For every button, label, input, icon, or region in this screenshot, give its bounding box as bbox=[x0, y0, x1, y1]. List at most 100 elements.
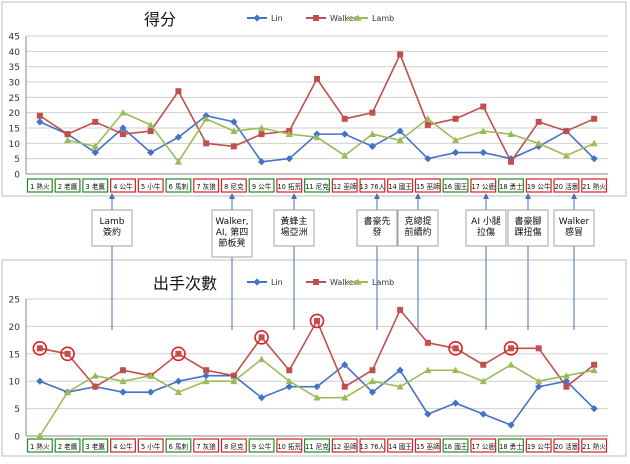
highlight-circle bbox=[448, 341, 463, 356]
data-point-lamb bbox=[91, 142, 99, 150]
data-point-walker bbox=[341, 115, 348, 122]
highlight-circle bbox=[32, 341, 48, 356]
x-tick-box bbox=[498, 438, 524, 453]
x-tick-label: 17 公鹿 bbox=[471, 182, 495, 191]
annotation-label: 克總提前續約 bbox=[404, 215, 431, 238]
annotation-label-line: AI 小腿 bbox=[471, 216, 501, 227]
x-tick-label: 10 拓荒 bbox=[277, 182, 301, 191]
data-point-lamb bbox=[119, 109, 127, 116]
x-tick-box bbox=[54, 438, 81, 453]
annotation-label-line: 黃蜂主 bbox=[280, 215, 307, 227]
x-tick-label: 21 熱火 bbox=[582, 442, 606, 451]
data-point-lin bbox=[36, 377, 44, 385]
x-tick-box bbox=[525, 438, 552, 453]
x-tick-box bbox=[165, 438, 192, 453]
x-tick-label: 18 勇士 bbox=[499, 182, 523, 191]
data-point-walker bbox=[480, 361, 487, 368]
x-tick-label: 5 小牛 bbox=[141, 442, 161, 451]
annotation-label: 書豪腳踝扭傷 bbox=[514, 215, 541, 238]
x-tick-box bbox=[137, 438, 164, 453]
annotation-label: AI 小腿拉傷 bbox=[471, 216, 501, 238]
data-point-lin bbox=[590, 405, 598, 413]
chart-panel-1: 0 5 10 15 20 25 30 35 40 45 得分 Lin Walker Lamb 1 熱火 2 老… bbox=[1, 1, 627, 197]
data-point-lamb bbox=[341, 394, 349, 401]
annotation-label: Walker, AI, 第四節板凳 bbox=[215, 217, 248, 249]
data-point-lamb bbox=[507, 130, 515, 138]
data-point-walker bbox=[452, 115, 459, 122]
data-point-walker bbox=[203, 140, 210, 147]
data-point-lin bbox=[368, 142, 377, 150]
data-point-lamb bbox=[451, 366, 460, 374]
legend-marker bbox=[354, 14, 362, 21]
data-point-lin bbox=[341, 130, 349, 138]
data-point-walker bbox=[535, 345, 542, 352]
data-point-walker bbox=[258, 131, 265, 138]
annotation-label-line: Lamb bbox=[99, 217, 124, 227]
data-point-walker bbox=[175, 350, 182, 357]
data-point-lamb bbox=[341, 152, 349, 159]
x-tick-label: 20 活塞 bbox=[555, 182, 579, 191]
data-point-lin bbox=[479, 410, 487, 418]
x-tick-box bbox=[470, 438, 497, 453]
y-tick-label: 5 bbox=[14, 155, 20, 165]
y-tick-label: 15 bbox=[9, 350, 20, 360]
annotation-box bbox=[273, 209, 315, 247]
data-point-lamb bbox=[285, 377, 293, 385]
x-tick-label: 8 尼克 bbox=[224, 183, 244, 191]
x-tick-label: 11 尼克 bbox=[305, 443, 329, 451]
data-point-lamb bbox=[257, 124, 266, 131]
x-tick-label: 13 76人 bbox=[360, 443, 386, 451]
data-point-walker bbox=[591, 115, 598, 122]
annotation-box bbox=[507, 209, 549, 247]
legend-marker bbox=[253, 278, 261, 286]
x-tick-label: 7 灰狼 bbox=[196, 442, 216, 451]
data-point-lamb bbox=[230, 377, 238, 385]
arrow-head bbox=[483, 193, 489, 199]
legend-label: Lin bbox=[271, 278, 283, 287]
data-point-lin bbox=[119, 124, 127, 132]
x-tick-box bbox=[470, 178, 497, 193]
y-tick-label: 30 bbox=[9, 79, 21, 89]
data-point-lamb bbox=[285, 130, 293, 138]
data-point-lin bbox=[91, 148, 99, 157]
x-tick-label: 16 國王 bbox=[444, 443, 468, 451]
data-point-lin bbox=[147, 148, 155, 157]
x-tick-label: 15 巫師 bbox=[416, 182, 440, 191]
x-tick-label: 15 巫師 bbox=[416, 442, 440, 451]
x-tick-box bbox=[304, 178, 330, 193]
data-point-walker bbox=[258, 334, 265, 341]
data-point-lamb bbox=[147, 372, 155, 379]
annotation-label-line: 場亞洲 bbox=[280, 226, 307, 238]
data-point-lin bbox=[119, 388, 127, 396]
data-point-lin bbox=[285, 155, 293, 163]
data-point-walker bbox=[314, 317, 320, 324]
data-point-walker bbox=[397, 51, 404, 58]
x-tick-label: 2 老鷹 bbox=[58, 182, 78, 191]
chart-title: 出手次數 bbox=[153, 274, 217, 293]
annotation-label-line: 克總提 bbox=[404, 215, 431, 227]
x-tick-box bbox=[581, 178, 608, 193]
x-tick-label: 3 老鷹 bbox=[86, 442, 106, 451]
annotation-box bbox=[211, 209, 253, 258]
x-tick-box bbox=[387, 178, 414, 193]
data-point-walker bbox=[203, 367, 210, 374]
data-point-walker bbox=[230, 372, 237, 379]
data-point-lin bbox=[451, 399, 460, 407]
data-point-lamb bbox=[174, 158, 183, 165]
x-tick-label: 8 尼克 bbox=[224, 443, 244, 451]
y-tick-label: 0 bbox=[14, 171, 20, 181]
data-point-lamb bbox=[507, 361, 515, 368]
annotation-label-line: AI, 第四 bbox=[216, 226, 249, 238]
data-point-walker bbox=[341, 383, 348, 390]
x-tick-box bbox=[304, 438, 330, 453]
legend-label: Lamb bbox=[372, 278, 394, 287]
data-point-lamb bbox=[147, 121, 155, 128]
annotation-label-line: 簽約 bbox=[103, 226, 121, 238]
x-tick-box bbox=[359, 178, 386, 193]
x-tick-label: 1 熱火 bbox=[30, 182, 50, 191]
chart-panel-2: 0 5 10 15 20 25 出手次數 Lin Walker Lamb 1 熱火 2 老鷹 3 老鷹 4… bbox=[1, 259, 627, 457]
data-point-lamb bbox=[119, 377, 127, 385]
data-point-lin bbox=[451, 148, 460, 157]
annotation-box bbox=[553, 209, 595, 247]
